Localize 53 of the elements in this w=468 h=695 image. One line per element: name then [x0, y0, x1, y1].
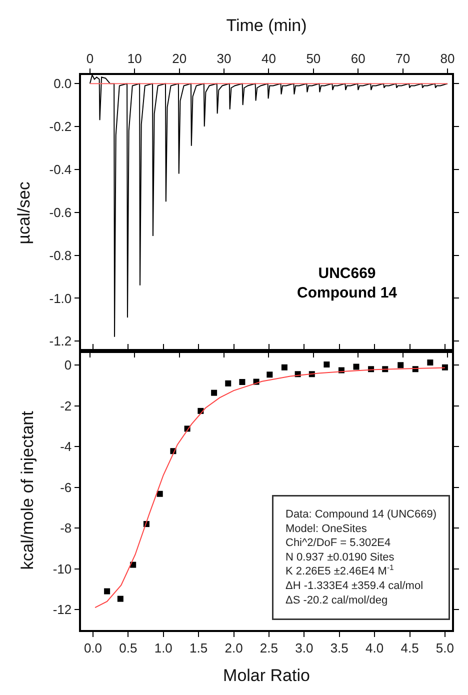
y-tick-label: -1.2	[49, 334, 72, 349]
y-tick-label: -6	[60, 480, 72, 495]
y-tick-label: 0.0	[54, 76, 72, 92]
x-tick-label: 0	[86, 51, 94, 66]
y-axis-title: kcal/mole of injectant	[18, 410, 37, 570]
x-tick-label: 0.0	[84, 640, 102, 656]
x-tick-label: 2.5	[260, 640, 278, 656]
x-tick-label: 50	[306, 51, 321, 66]
point	[398, 362, 404, 368]
y-tick-label: -4	[60, 439, 72, 454]
y-tick-label: -0.8	[49, 248, 72, 263]
x-tick-label: 0.5	[119, 640, 138, 656]
x-tick-label: 20	[172, 51, 187, 66]
point	[324, 361, 330, 368]
x-tick-label: 2.0	[224, 640, 243, 656]
x-tick-label: 80	[440, 51, 455, 66]
point	[211, 390, 218, 396]
x-tick-label: 60	[350, 51, 366, 66]
point	[117, 596, 124, 602]
annotation: Data: Compound 14 (UNC669) Model: OneSites Chi^2/DoF = 5.302E4 N 0.937 ±0.0190 Sites K 2.26E5 ±2.46E4 M$^{-1}$ ΔH -1.333E4 ±359.4 cal/mol ΔS -20.2 cal/mol/deg	[286, 508, 437, 606]
point	[281, 364, 288, 370]
point	[104, 588, 110, 594]
x-tick-label: 4.5	[400, 640, 419, 656]
x-tick-label: 30	[216, 51, 232, 66]
x-tick-label: 5.0	[436, 640, 454, 656]
y-tick-label: 0	[64, 358, 72, 373]
y-tick-label: -10	[52, 561, 72, 576]
point	[156, 490, 163, 497]
y-tick-label: -0.2	[49, 119, 72, 134]
x-tick-label: 70	[396, 51, 410, 66]
y-tick-label: -8	[60, 520, 72, 536]
x-tick-label: 3.0	[295, 640, 314, 656]
x-tick-label: 1.5	[190, 640, 208, 656]
x-tick-label: 1.0	[154, 640, 172, 656]
point	[427, 359, 434, 366]
x-tick-label: 40	[261, 51, 276, 66]
y-tick-label: -0.6	[49, 204, 72, 220]
x-tick-label: 10	[127, 51, 142, 66]
point	[442, 364, 448, 370]
y-tick-label: -1.0	[49, 290, 72, 306]
x-axis-title: Molar Ratio	[223, 666, 310, 686]
y-tick-label: -0.4	[49, 162, 72, 177]
y-axis-title: µcal/sec	[14, 181, 34, 244]
point	[239, 379, 246, 386]
y-tick-label: -2	[60, 398, 72, 414]
x-axis-title: Time (min)	[226, 16, 307, 36]
x-tick-label: 3.5	[330, 640, 348, 656]
point	[225, 380, 232, 386]
point	[353, 364, 360, 370]
annotation: UNC669 Compound 14	[297, 265, 398, 302]
y-tick-label: -12	[52, 602, 72, 618]
point	[266, 372, 273, 378]
x-tick-label: 4.0	[366, 640, 384, 656]
